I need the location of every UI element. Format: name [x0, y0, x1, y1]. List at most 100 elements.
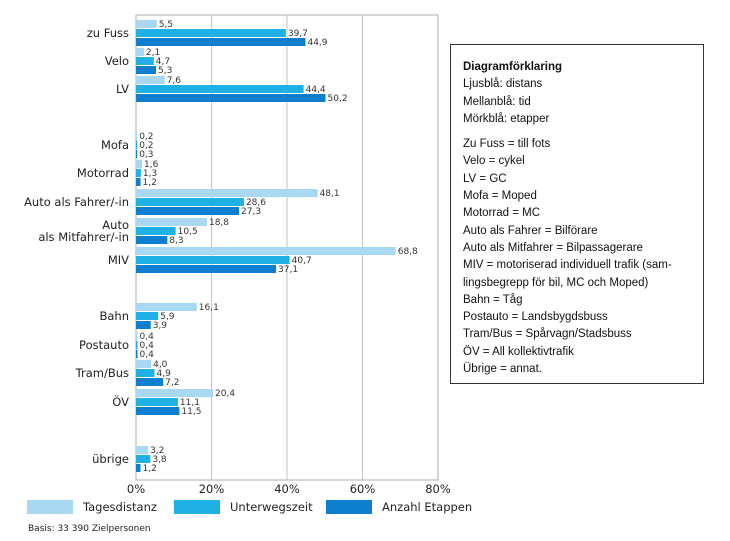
bar: [136, 66, 157, 74]
bar: [136, 369, 155, 377]
data-label: 48,1: [320, 189, 340, 199]
bar: [136, 256, 290, 264]
bar: [136, 389, 214, 397]
bar: [136, 464, 141, 472]
bar: [136, 48, 144, 56]
bar: [136, 29, 286, 37]
category-label: zu Fuss: [87, 26, 129, 40]
term-line: Auto als Fahrer = Bilförare: [463, 224, 598, 237]
bar: [136, 132, 138, 140]
data-label: 4,9: [156, 369, 171, 379]
data-label: 18,8: [209, 218, 229, 228]
term-line: MIV = motoriserad individuell trafik (sa…: [463, 259, 672, 272]
data-label: 27,3: [241, 207, 261, 217]
category-label: Tram/Bus: [75, 366, 129, 380]
term-line: Bahn = Tåg: [463, 293, 523, 306]
x-tick-label: 60%: [350, 482, 376, 496]
bar: [136, 20, 157, 28]
data-label: 0,2: [139, 132, 153, 142]
legend-label: Unterwegszeit: [230, 500, 313, 514]
bar: [136, 198, 244, 206]
term-line: lingsbegrepp för bil, MC och Moped): [463, 276, 649, 289]
category-label: Postauto: [79, 338, 129, 352]
legend-swatch: [326, 500, 372, 514]
bar: [136, 150, 138, 158]
data-label: 1,2: [143, 178, 157, 188]
bar: [136, 227, 176, 235]
data-label: 2,1: [146, 48, 160, 58]
category-label: übrige: [92, 452, 129, 466]
category-label: MIV: [108, 253, 129, 267]
data-label: 44,9: [307, 38, 327, 48]
term-line: Auto als Mitfahrer = Bilpassagerare: [463, 241, 643, 254]
data-label: 5,9: [160, 312, 175, 322]
data-label: 20,4: [215, 389, 235, 399]
category-label: ÖV: [112, 393, 129, 409]
data-label: 5,3: [158, 66, 172, 76]
bar: [136, 350, 138, 358]
data-label: 7,6: [167, 76, 182, 86]
data-label: 3,8: [152, 455, 167, 465]
bar: [136, 76, 165, 84]
color-key-line: Mörkblå: etapper: [463, 112, 550, 125]
term-line: Übrige = annat.: [463, 363, 542, 376]
bar: [136, 85, 304, 93]
data-label: 0,4: [140, 350, 155, 360]
bar: [136, 207, 240, 215]
data-label: 5,5: [159, 20, 173, 30]
term-line: LV = GC: [463, 172, 507, 185]
bar: [136, 169, 141, 177]
data-label: 1,3: [143, 169, 157, 179]
data-label: 44,4: [306, 85, 326, 95]
bar: [136, 321, 151, 329]
bar: [136, 178, 141, 186]
data-label: 50,2: [328, 94, 348, 104]
legend: Tagesdistanz Unterwegszeit Anzahl Etappen: [27, 500, 472, 514]
data-label: 3,9: [153, 321, 168, 331]
data-label: 4,0: [153, 360, 168, 370]
data-label: 1,6: [144, 160, 159, 170]
term-line: Motorrad = MC: [463, 207, 541, 220]
bar: [136, 398, 178, 406]
term-line: Mofa = Moped: [463, 190, 537, 203]
category-label: Mofa: [101, 138, 129, 152]
data-label: 7,2: [165, 378, 179, 388]
data-label: 3,2: [150, 446, 164, 456]
data-label: 11,1: [180, 398, 200, 408]
x-tick-label: 40%: [274, 482, 300, 496]
category-label: Motorrad: [77, 166, 129, 180]
data-label: 11,5: [181, 407, 201, 417]
term-line: Postauto = Landsbygdsbuss: [463, 311, 608, 324]
x-tick-label: 0%: [127, 482, 145, 496]
data-label: 8,3: [169, 236, 183, 246]
bar: [136, 312, 159, 320]
category-label: LV: [116, 82, 129, 96]
x-axis-ticks: 0% 20% 40% 60% 80%: [127, 482, 451, 496]
category-label: Auto als Fahrer/-in: [24, 195, 129, 209]
category-label: Bahn: [99, 309, 129, 323]
data-label: 37,1: [278, 265, 298, 275]
term-line: ÖV = All kollektivtrafik: [463, 345, 574, 358]
data-label: 68,8: [398, 247, 418, 257]
bar: [136, 38, 306, 46]
data-label: 4,7: [156, 57, 170, 67]
bar: [136, 57, 154, 65]
category-label: Auto als Mitfahrer/-in: [38, 218, 129, 244]
bar: [136, 189, 318, 197]
bar: [136, 378, 164, 386]
bars: [136, 20, 396, 472]
legend-label: Tagesdistanz: [82, 500, 157, 514]
explanation-box: Diagramförklaring Ljusblå: distans Mella…: [450, 44, 704, 384]
data-label: 28,6: [246, 198, 266, 208]
category-labels: zu Fuss Velo LV Mofa Motorrad Auto als Fahrer…: [24, 26, 129, 466]
bar: [136, 236, 168, 244]
term-line: Zu Fuss = till fots: [463, 138, 551, 151]
bar: [136, 455, 151, 463]
legend-swatch: [27, 500, 73, 514]
color-key-line: Mellanblå: tid: [463, 95, 531, 108]
data-label: 0,2: [139, 141, 153, 151]
bar: [136, 218, 207, 226]
bar: [136, 141, 138, 149]
bar: [136, 94, 326, 102]
